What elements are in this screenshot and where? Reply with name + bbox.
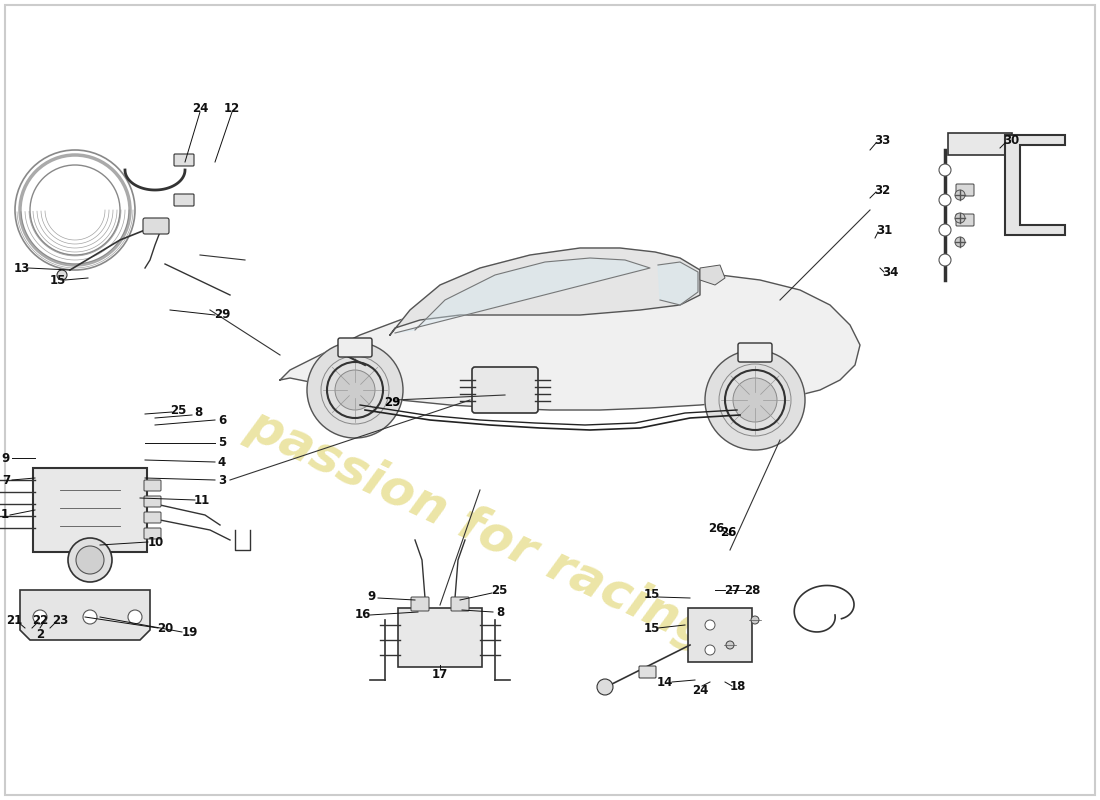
- Circle shape: [939, 254, 952, 266]
- Text: 21: 21: [6, 614, 22, 626]
- FancyBboxPatch shape: [411, 597, 429, 611]
- FancyBboxPatch shape: [738, 343, 772, 362]
- Text: 15: 15: [644, 589, 660, 602]
- Text: 30: 30: [1003, 134, 1019, 146]
- Text: passion for racing: passion for racing: [240, 401, 720, 659]
- Text: 26: 26: [707, 522, 724, 534]
- Text: 10: 10: [147, 535, 164, 549]
- Text: 18: 18: [729, 679, 746, 693]
- Text: 9: 9: [367, 590, 376, 602]
- Circle shape: [939, 164, 952, 176]
- Text: 15: 15: [644, 622, 660, 634]
- Text: 4: 4: [218, 455, 227, 469]
- Circle shape: [336, 370, 375, 410]
- Text: 25: 25: [491, 585, 507, 598]
- Text: 22: 22: [32, 614, 48, 626]
- FancyBboxPatch shape: [144, 480, 161, 491]
- Circle shape: [597, 679, 613, 695]
- Circle shape: [33, 610, 47, 624]
- FancyBboxPatch shape: [33, 468, 147, 552]
- Polygon shape: [395, 258, 650, 333]
- Text: 26: 26: [719, 526, 736, 539]
- Circle shape: [705, 645, 715, 655]
- Text: 15: 15: [50, 274, 66, 286]
- Text: 13: 13: [14, 262, 30, 274]
- Polygon shape: [390, 248, 700, 335]
- Polygon shape: [280, 273, 860, 410]
- Polygon shape: [1005, 135, 1065, 235]
- Circle shape: [955, 237, 965, 247]
- FancyBboxPatch shape: [472, 367, 538, 413]
- Circle shape: [705, 350, 805, 450]
- FancyBboxPatch shape: [956, 184, 974, 196]
- FancyBboxPatch shape: [639, 666, 656, 678]
- Text: 33: 33: [873, 134, 890, 146]
- FancyBboxPatch shape: [398, 608, 482, 667]
- Circle shape: [128, 610, 142, 624]
- Circle shape: [57, 270, 67, 280]
- Text: 8: 8: [194, 406, 202, 418]
- Text: 3: 3: [218, 474, 227, 486]
- Circle shape: [955, 190, 965, 200]
- FancyBboxPatch shape: [143, 218, 169, 234]
- Circle shape: [955, 213, 965, 223]
- Text: 25: 25: [169, 403, 186, 417]
- Text: 8: 8: [496, 606, 504, 618]
- Text: 1: 1: [1, 509, 9, 522]
- FancyBboxPatch shape: [144, 512, 161, 523]
- FancyBboxPatch shape: [451, 597, 469, 611]
- Text: 34: 34: [882, 266, 899, 278]
- Circle shape: [733, 378, 777, 422]
- Text: 9: 9: [2, 451, 10, 465]
- Text: 27: 27: [724, 583, 740, 597]
- Text: 7: 7: [2, 474, 10, 486]
- Text: 5: 5: [218, 437, 227, 450]
- Circle shape: [705, 620, 715, 630]
- Circle shape: [307, 342, 403, 438]
- Polygon shape: [20, 590, 150, 640]
- Text: 23: 23: [52, 614, 68, 626]
- Polygon shape: [658, 262, 698, 305]
- Text: 24: 24: [692, 683, 708, 697]
- Circle shape: [68, 538, 112, 582]
- FancyBboxPatch shape: [688, 608, 752, 662]
- FancyBboxPatch shape: [948, 133, 1012, 155]
- Text: 16: 16: [355, 609, 371, 622]
- Text: 17: 17: [432, 667, 448, 681]
- Circle shape: [939, 224, 952, 236]
- Circle shape: [76, 546, 104, 574]
- Text: 19: 19: [182, 626, 198, 638]
- Text: 31: 31: [876, 223, 892, 237]
- Circle shape: [82, 610, 97, 624]
- Text: 24: 24: [191, 102, 208, 114]
- FancyBboxPatch shape: [174, 154, 194, 166]
- FancyBboxPatch shape: [174, 194, 194, 206]
- Text: 20: 20: [157, 622, 173, 634]
- Text: 28: 28: [744, 583, 760, 597]
- Text: 11: 11: [194, 494, 210, 506]
- FancyBboxPatch shape: [144, 528, 161, 539]
- Text: 14: 14: [657, 675, 673, 689]
- Polygon shape: [700, 265, 725, 285]
- Circle shape: [726, 641, 734, 649]
- Text: 29: 29: [384, 395, 400, 409]
- Circle shape: [939, 194, 952, 206]
- FancyBboxPatch shape: [338, 338, 372, 357]
- Text: 29: 29: [213, 309, 230, 322]
- Text: 6: 6: [218, 414, 227, 426]
- FancyBboxPatch shape: [144, 496, 161, 507]
- FancyBboxPatch shape: [956, 214, 974, 226]
- Text: 12: 12: [224, 102, 240, 114]
- Circle shape: [751, 616, 759, 624]
- Text: 2: 2: [36, 629, 44, 642]
- Text: 32: 32: [873, 183, 890, 197]
